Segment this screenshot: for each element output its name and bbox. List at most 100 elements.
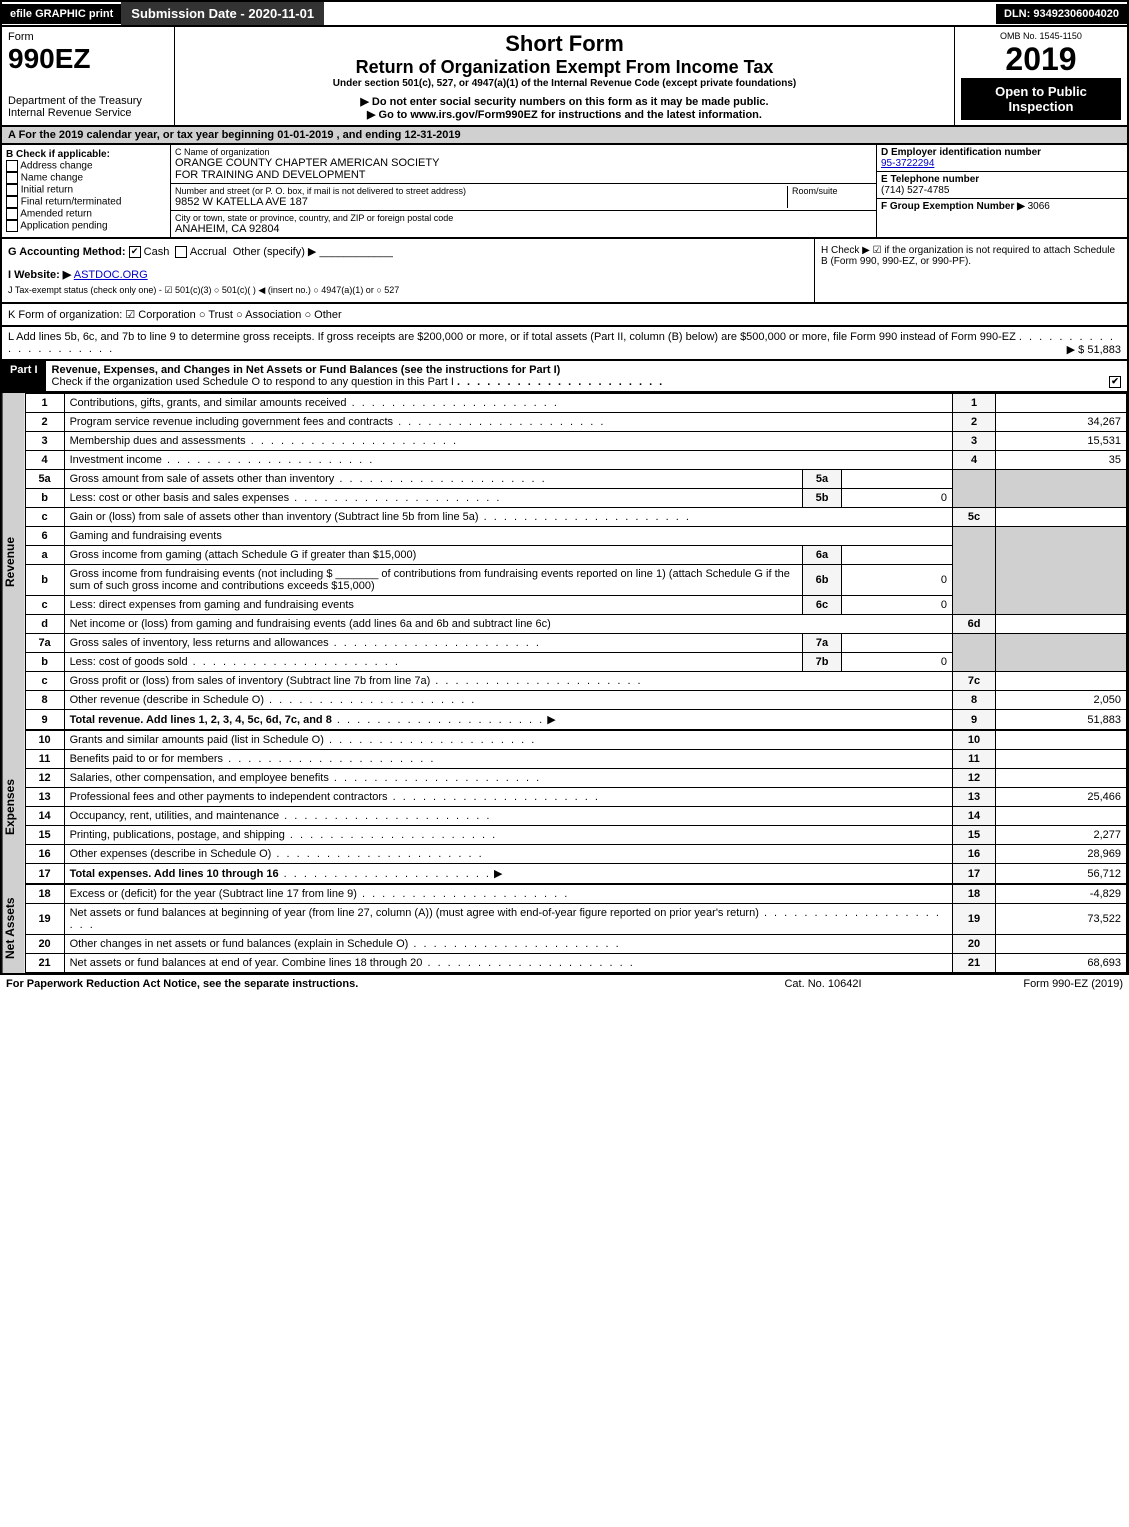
l6c-text: Less: direct expenses from gaming and fu…: [70, 599, 354, 611]
line-7a: 7aGross sales of inventory, less returns…: [25, 634, 1126, 653]
g-label: G Accounting Method:: [8, 246, 126, 258]
amt-21: 68,693: [996, 954, 1127, 973]
l17-text: Total expenses. Add lines 10 through 16: [70, 868, 279, 880]
line-14: 14Occupancy, rent, utilities, and mainte…: [25, 807, 1126, 826]
amt-5a: [842, 470, 953, 489]
j-tax-exempt: J Tax-exempt status (check only one) - ☑…: [8, 285, 808, 296]
vtab-revenue: Revenue: [2, 393, 25, 730]
c-city-label: City or town, state or province, country…: [175, 213, 872, 223]
form-id-block: Form 990EZ Department of the Treasury In…: [2, 27, 175, 125]
i-website: I Website: ▶ ASTDOC.ORG: [8, 268, 808, 281]
opt-label: Application pending: [20, 221, 107, 232]
no-ssn-notice: ▶ Do not enter social security numbers o…: [181, 95, 948, 108]
form-right-block: OMB No. 1545-1150 2019 Open to Public In…: [955, 27, 1127, 125]
line-10: 10Grants and similar amounts paid (list …: [25, 731, 1126, 750]
l13-text: Professional fees and other payments to …: [70, 791, 388, 803]
line-16: 16Other expenses (describe in Schedule O…: [25, 845, 1126, 864]
l14-text: Occupancy, rent, utilities, and maintena…: [70, 810, 280, 822]
dots: [457, 376, 664, 388]
row-gh: G Accounting Method: Cash Accrual Other …: [0, 239, 1129, 304]
short-form-title: Short Form: [181, 31, 948, 57]
l5b-text: Less: cost or other basis and sales expe…: [70, 492, 290, 504]
part1-check[interactable]: [1109, 376, 1121, 388]
box-c: C Name of organization ORANGE COUNTY CHA…: [171, 145, 877, 237]
l9-text: Total revenue. Add lines 1, 2, 3, 4, 5c,…: [70, 714, 332, 726]
opt-address-change[interactable]: Address change: [6, 160, 166, 172]
amt-15: 2,277: [996, 826, 1127, 845]
footer-formno: Form 990-EZ (2019): [923, 978, 1123, 990]
g-accrual: Accrual: [190, 246, 227, 258]
l7b-text: Less: cost of goods sold: [70, 656, 188, 668]
l12-text: Salaries, other compensation, and employ…: [70, 772, 329, 784]
street-address: 9852 W KATELLA AVE 187: [175, 196, 787, 208]
room-label: Room/suite: [792, 186, 872, 196]
l8-text: Other revenue (describe in Schedule O): [70, 694, 264, 706]
amt-6a: [842, 546, 953, 565]
l1-text: Contributions, gifts, grants, and simila…: [70, 397, 347, 409]
opt-label: Amended return: [20, 209, 92, 220]
line-2: 2Program service revenue including gover…: [25, 413, 1126, 432]
amt-13: 25,466: [996, 788, 1127, 807]
opt-label: Final return/terminated: [21, 197, 122, 208]
amt-7b: 0: [842, 653, 953, 672]
line-21: 21Net assets or fund balances at end of …: [25, 954, 1126, 973]
opt-initial-return[interactable]: Initial return: [6, 184, 166, 196]
org-name-1: ORANGE COUNTY CHAPTER AMERICAN SOCIETY: [175, 157, 872, 169]
box-b: B Check if applicable: Address change Na…: [2, 145, 171, 237]
box-def: D Employer identification number 95-3722…: [877, 145, 1127, 237]
ein-value[interactable]: 95-3722294: [881, 158, 1123, 169]
opt-amended-return[interactable]: Amended return: [6, 208, 166, 220]
amt-2: 34,267: [996, 413, 1127, 432]
irs-label: Internal Revenue Service: [8, 107, 168, 119]
l6-text: Gaming and fundraising events: [64, 527, 952, 546]
amt-18: -4,829: [996, 885, 1127, 904]
row-g-i-j: G Accounting Method: Cash Accrual Other …: [2, 239, 814, 302]
amt-6c: 0: [842, 596, 953, 615]
line-5c: cGain or (loss) from sale of assets othe…: [25, 508, 1126, 527]
vtab-expenses: Expenses: [2, 730, 25, 884]
l3-text: Membership dues and assessments: [70, 435, 246, 447]
amt-20: [996, 935, 1127, 954]
return-title: Return of Organization Exempt From Incom…: [181, 57, 948, 78]
goto-link[interactable]: ▶ Go to www.irs.gov/Form990EZ for instru…: [181, 108, 948, 121]
vtab-netassets: Net Assets: [2, 884, 25, 973]
amt-16: 28,969: [996, 845, 1127, 864]
l21-text: Net assets or fund balances at end of ye…: [70, 957, 423, 969]
website-link[interactable]: ASTDOC.ORG: [74, 269, 148, 281]
line-20: 20Other changes in net assets or fund ba…: [25, 935, 1126, 954]
line-1: 1Contributions, gifts, grants, and simil…: [25, 394, 1126, 413]
row-a-period: A For the 2019 calendar year, or tax yea…: [0, 127, 1129, 145]
opt-final-return[interactable]: Final return/terminated: [6, 196, 166, 208]
opt-label: Initial return: [21, 185, 73, 196]
open-public: Open to Public Inspection: [961, 78, 1121, 120]
g-other: Other (specify) ▶: [233, 246, 317, 258]
opt-application-pending[interactable]: Application pending: [6, 220, 166, 232]
amt-12: [996, 769, 1127, 788]
org-name-2: FOR TRAINING AND DEVELOPMENT: [175, 169, 872, 181]
part1-check-text: Check if the organization used Schedule …: [52, 376, 454, 388]
opt-name-change[interactable]: Name change: [6, 172, 166, 184]
l5a-text: Gross amount from sale of assets other t…: [70, 473, 335, 485]
netassets-section: Net Assets 18Excess or (deficit) for the…: [0, 884, 1129, 975]
section-bcdef: B Check if applicable: Address change Na…: [0, 145, 1129, 239]
opt-label: Address change: [20, 161, 92, 172]
f-group-label: F Group Exemption Number ▶: [881, 201, 1025, 212]
amt-7c: [996, 672, 1127, 691]
amt-19: 73,522: [996, 904, 1127, 935]
l6d-text: Net income or (loss) from gaming and fun…: [64, 615, 952, 634]
form-word: Form: [8, 31, 168, 43]
l18-text: Excess or (deficit) for the year (Subtra…: [70, 888, 357, 900]
e-tel-label: E Telephone number: [881, 174, 1123, 185]
g-cash-check[interactable]: [129, 246, 141, 258]
dept-treasury: Department of the Treasury: [8, 95, 168, 107]
page-footer: For Paperwork Reduction Act Notice, see …: [0, 975, 1129, 993]
amt-5b: 0: [842, 489, 953, 508]
i-label: I Website: ▶: [8, 269, 71, 281]
g-accrual-check[interactable]: [175, 246, 187, 258]
l7a-text: Gross sales of inventory, less returns a…: [70, 637, 329, 649]
f-group-val: 3066: [1028, 201, 1050, 212]
part1-header: Part I Revenue, Expenses, and Changes in…: [0, 361, 1129, 393]
line-11: 11Benefits paid to or for members11: [25, 750, 1126, 769]
l19-text: Net assets or fund balances at beginning…: [70, 907, 759, 919]
amt-4: 35: [996, 451, 1127, 470]
